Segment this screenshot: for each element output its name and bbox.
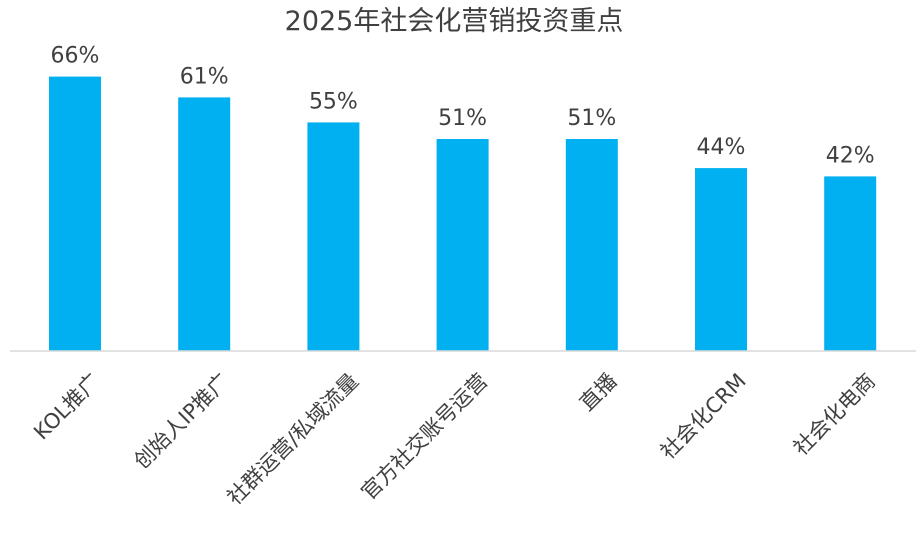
value-label-6: 44% [697, 135, 746, 160]
category-label-3: 社群运营/私域流量 [222, 369, 363, 510]
value-label-7: 42% [826, 143, 875, 168]
bar-2 [178, 97, 231, 352]
bar-3 [307, 122, 360, 352]
category-label-6: 社会化CRM [656, 369, 751, 464]
category-label-4: 官方社交账号运营 [357, 369, 493, 505]
bar-5 [565, 139, 618, 351]
category-label-2: 创始人IP推广 [129, 369, 234, 474]
category-label-7: 社会化电商 [789, 369, 880, 460]
bars-layer [49, 76, 877, 352]
bar-4 [436, 139, 489, 351]
value-label-5: 51% [567, 106, 616, 131]
bar-6 [695, 168, 747, 351]
value-labels-layer: 66% 61% 55% 51% 51% 44% 42% [51, 44, 875, 169]
category-label-5: 直播 [575, 369, 622, 416]
chart-title: 2025年社会化营销投资重点 [285, 6, 624, 37]
value-label-2: 61% [180, 64, 229, 89]
value-label-4: 51% [438, 106, 487, 131]
category-label-1: KOL推广 [29, 369, 105, 445]
value-label-3: 55% [309, 89, 358, 114]
bar-1 [49, 76, 101, 351]
bar-7 [824, 176, 877, 351]
value-label-1: 66% [51, 44, 100, 69]
